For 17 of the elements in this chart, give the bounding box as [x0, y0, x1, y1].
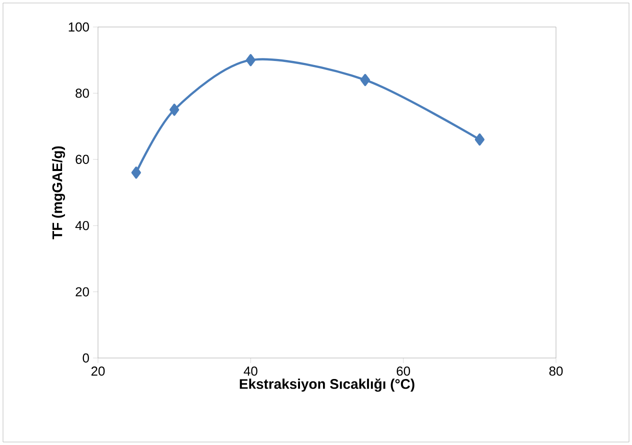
y-tick-label: 60: [76, 154, 89, 164]
point: [170, 104, 180, 116]
point: [131, 166, 141, 179]
y-tick-label: 100: [68, 22, 89, 32]
x-tick-label: 20: [91, 366, 105, 376]
y-axis-title: TF (mgGAE/g): [52, 146, 66, 240]
x-tick-label: 60: [396, 366, 410, 376]
point: [246, 54, 256, 66]
point: [360, 74, 370, 86]
x-axis-title: Ekstraksiyon Sıcaklığı (°C): [240, 378, 414, 392]
y-tick-label: 80: [76, 88, 89, 98]
point: [474, 133, 484, 146]
y-tick-label: 0: [82, 353, 89, 363]
x-tick-label: 40: [244, 366, 258, 376]
x-tick-label: 80: [549, 366, 563, 376]
y-tick-label: 20: [76, 287, 89, 296]
y-tick-label: 40: [75, 221, 89, 230]
